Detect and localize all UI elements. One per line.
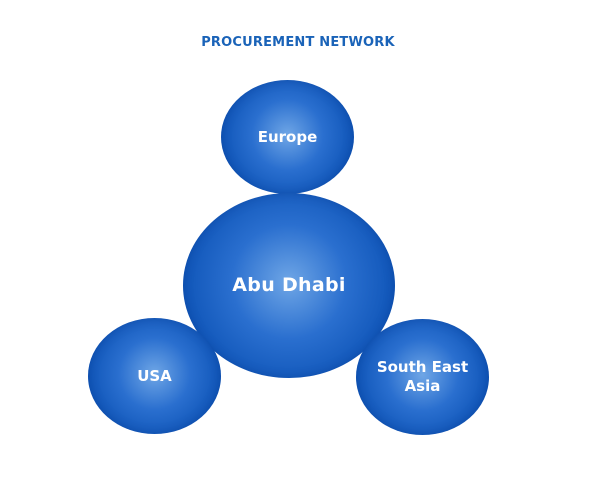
node-south-east-asia-label-line2: Asia bbox=[404, 377, 441, 395]
node-abu-dhabi-label: Abu Dhabi bbox=[232, 273, 346, 296]
node-usa-label: USA bbox=[137, 366, 172, 385]
node-south-east-asia-label: South East Asia bbox=[377, 358, 468, 396]
node-usa: USA bbox=[88, 318, 221, 434]
node-south-east-asia-label-line1: South East bbox=[376, 358, 469, 377]
node-europe-label: Europe bbox=[257, 127, 318, 146]
node-south-east-asia: South East Asia bbox=[356, 319, 489, 435]
diagram-title: PROCUREMENT NETWORK bbox=[201, 35, 395, 50]
node-abu-dhabi: Abu Dhabi bbox=[183, 193, 395, 378]
node-europe: Europe bbox=[221, 80, 354, 194]
